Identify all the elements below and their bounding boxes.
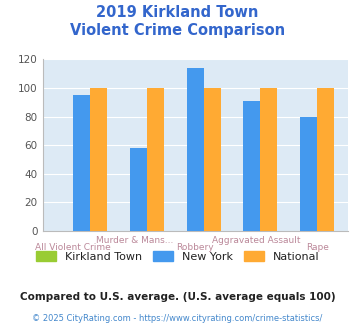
Bar [73, 95, 91, 231]
Text: Rape: Rape [306, 243, 329, 251]
Bar [317, 88, 334, 231]
Bar [147, 88, 164, 231]
Text: All Violent Crime: All Violent Crime [35, 243, 111, 251]
Text: Violent Crime Comparison: Violent Crime Comparison [70, 23, 285, 38]
Text: 2019 Kirkland Town: 2019 Kirkland Town [96, 5, 259, 20]
Bar [204, 88, 221, 231]
Bar [130, 148, 147, 231]
Text: Compared to U.S. average. (U.S. average equals 100): Compared to U.S. average. (U.S. average … [20, 292, 335, 302]
Text: © 2025 CityRating.com - https://www.cityrating.com/crime-statistics/: © 2025 CityRating.com - https://www.city… [32, 314, 323, 323]
Bar [187, 68, 204, 231]
Bar [300, 116, 317, 231]
Text: Robbery: Robbery [176, 243, 214, 251]
Text: Murder & Mans...: Murder & Mans... [95, 236, 173, 245]
Bar [244, 101, 260, 231]
Text: Aggravated Assault: Aggravated Assault [212, 236, 301, 245]
Bar [260, 88, 277, 231]
Legend: Kirkland Town, New York, National: Kirkland Town, New York, National [31, 247, 324, 267]
Bar [91, 88, 108, 231]
